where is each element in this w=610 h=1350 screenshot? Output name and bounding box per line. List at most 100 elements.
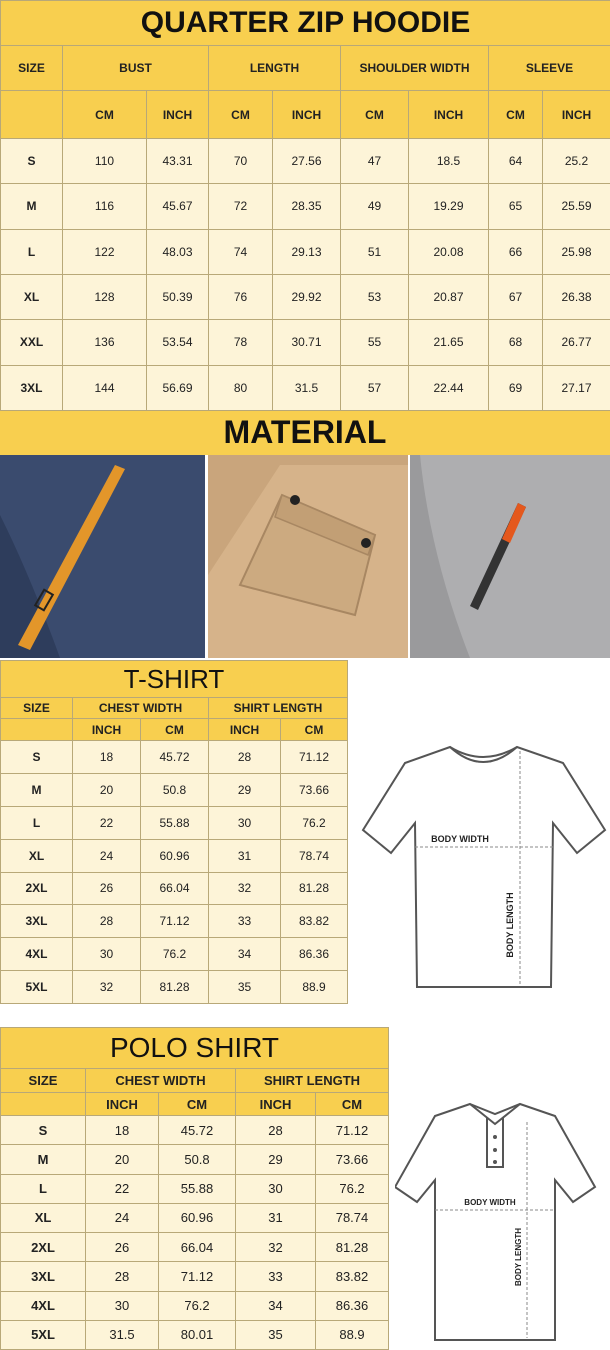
value-cell: 55.88 bbox=[140, 805, 209, 840]
value-cell: 30.71 bbox=[272, 319, 341, 366]
value-cell: 116 bbox=[62, 183, 147, 230]
value-cell: 25.2 bbox=[542, 138, 610, 185]
value-cell: 53.54 bbox=[146, 319, 209, 366]
size-cell: 5XL bbox=[0, 1319, 86, 1350]
subheader-cell: CM bbox=[315, 1092, 389, 1116]
value-cell: 34 bbox=[208, 937, 281, 972]
value-cell: 20.87 bbox=[408, 274, 489, 321]
value-cell: 65 bbox=[488, 183, 543, 230]
value-cell: 86.36 bbox=[315, 1290, 389, 1321]
value-cell: 71.12 bbox=[280, 740, 348, 774]
header-cell: SIZE bbox=[0, 697, 73, 719]
value-cell: 67 bbox=[488, 274, 543, 321]
value-cell: 47 bbox=[340, 138, 409, 185]
value-cell: 22 bbox=[72, 805, 141, 840]
subheader-cell: CM bbox=[208, 90, 273, 139]
value-cell: 60.96 bbox=[140, 838, 209, 873]
size-cell: XL bbox=[0, 838, 73, 873]
value-cell: 78 bbox=[208, 319, 273, 366]
length-label: BODY LENGTH bbox=[505, 892, 515, 957]
subheader-cell: INCH bbox=[408, 90, 489, 139]
table-title: T-SHIRT bbox=[0, 660, 348, 698]
subheader-cell: INCH bbox=[146, 90, 209, 139]
size-cell: 2XL bbox=[0, 871, 73, 906]
header-cell: SIZE bbox=[0, 1068, 86, 1093]
value-cell: 76.2 bbox=[158, 1290, 236, 1321]
value-cell: 80 bbox=[208, 364, 273, 411]
value-cell: 22 bbox=[85, 1173, 159, 1204]
value-cell: 64 bbox=[488, 138, 543, 185]
size-cell: S bbox=[0, 138, 63, 185]
value-cell: 136 bbox=[62, 319, 147, 366]
value-cell: 70 bbox=[208, 138, 273, 185]
value-cell: 50.39 bbox=[146, 274, 209, 321]
value-cell: 122 bbox=[62, 228, 147, 275]
value-cell: 144 bbox=[62, 364, 147, 411]
material-title: MATERIAL bbox=[0, 410, 610, 455]
value-cell: 19.29 bbox=[408, 183, 489, 230]
value-cell: 35 bbox=[235, 1319, 316, 1350]
size-cell: S bbox=[0, 740, 73, 774]
value-cell: 53 bbox=[340, 274, 409, 321]
size-cell: M bbox=[0, 1144, 86, 1175]
value-cell: 88.9 bbox=[280, 970, 348, 1004]
value-cell: 55 bbox=[340, 319, 409, 366]
value-cell: 73.66 bbox=[315, 1144, 389, 1175]
value-cell: 76.2 bbox=[140, 937, 209, 972]
value-cell: 28 bbox=[235, 1115, 316, 1146]
value-cell: 18.5 bbox=[408, 138, 489, 185]
value-cell: 72 bbox=[208, 183, 273, 230]
header-cell: BUST bbox=[62, 45, 209, 91]
value-cell: 60.96 bbox=[158, 1202, 236, 1233]
value-cell: 30 bbox=[235, 1173, 316, 1204]
table-title: POLO SHIRT bbox=[0, 1027, 389, 1069]
subheader-cell: CM bbox=[62, 90, 147, 139]
subheader-cell: INCH bbox=[272, 90, 341, 139]
header-cell bbox=[0, 1092, 86, 1116]
value-cell: 29.13 bbox=[272, 228, 341, 275]
value-cell: 27.17 bbox=[542, 364, 610, 411]
header-cell: CHEST WIDTH bbox=[85, 1068, 236, 1093]
subheader-cell: INCH bbox=[208, 718, 281, 741]
value-cell: 32 bbox=[235, 1232, 316, 1263]
size-cell: XXL bbox=[0, 319, 63, 366]
value-cell: 26.77 bbox=[542, 319, 610, 366]
value-cell: 50.8 bbox=[140, 772, 209, 807]
width-label: BODY WIDTH bbox=[431, 834, 489, 844]
value-cell: 83.82 bbox=[315, 1261, 389, 1292]
size-cell: 5XL bbox=[0, 970, 73, 1004]
value-cell: 74 bbox=[208, 228, 273, 275]
subheader-cell: CM bbox=[488, 90, 543, 139]
table-title: QUARTER ZIP HOODIE bbox=[0, 0, 610, 46]
size-cell: 3XL bbox=[0, 364, 63, 411]
value-cell: 21.65 bbox=[408, 319, 489, 366]
size-cell: L bbox=[0, 805, 73, 840]
size-cell: 2XL bbox=[0, 1232, 86, 1263]
value-cell: 81.28 bbox=[315, 1232, 389, 1263]
value-cell: 51 bbox=[340, 228, 409, 275]
header-cell bbox=[0, 90, 63, 139]
value-cell: 24 bbox=[85, 1202, 159, 1233]
value-cell: 78.74 bbox=[315, 1202, 389, 1233]
value-cell: 34 bbox=[235, 1290, 316, 1321]
size-cell: M bbox=[0, 183, 63, 230]
value-cell: 80.01 bbox=[158, 1319, 236, 1350]
tshirt-diagram: BODY WIDTH BODY LENGTH bbox=[361, 745, 607, 988]
subheader-cell: CM bbox=[140, 718, 209, 741]
value-cell: 69 bbox=[488, 364, 543, 411]
value-cell: 30 bbox=[208, 805, 281, 840]
value-cell: 110 bbox=[62, 138, 147, 185]
value-cell: 55.88 bbox=[158, 1173, 236, 1204]
value-cell: 35 bbox=[208, 970, 281, 1004]
value-cell: 78.74 bbox=[280, 838, 348, 873]
value-cell: 26 bbox=[85, 1232, 159, 1263]
value-cell: 56.69 bbox=[146, 364, 209, 411]
value-cell: 18 bbox=[85, 1115, 159, 1146]
value-cell: 128 bbox=[62, 274, 147, 321]
value-cell: 48.03 bbox=[146, 228, 209, 275]
subheader-cell: INCH bbox=[542, 90, 610, 139]
header-cell: SHOULDER WIDTH bbox=[340, 45, 489, 91]
size-cell: M bbox=[0, 772, 73, 807]
length-label: BODY LENGTH bbox=[514, 1228, 523, 1286]
